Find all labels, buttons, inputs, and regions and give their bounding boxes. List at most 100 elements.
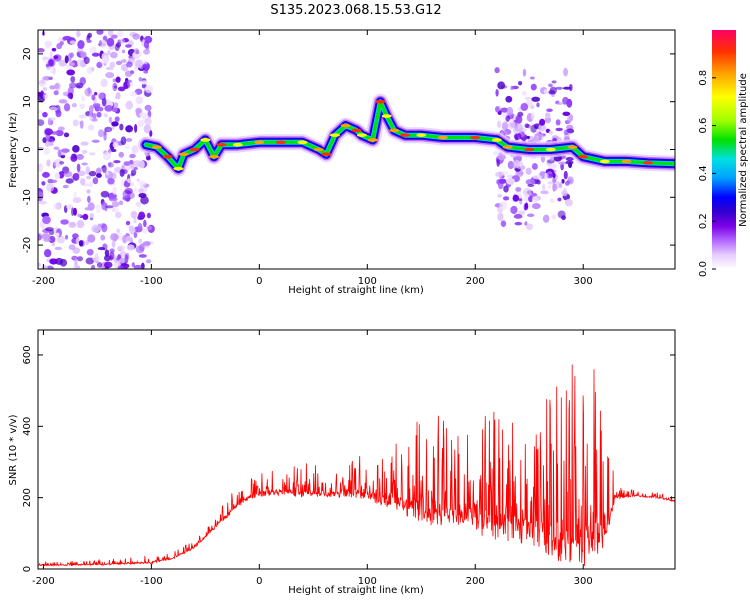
spectrogram-noise-blob (134, 59, 144, 69)
spectrogram-noise-blob (72, 247, 81, 254)
spectrogram-noise-blob (68, 221, 76, 229)
spectrogram-noise-blob (114, 116, 120, 122)
spectrogram-noise-blob (544, 112, 551, 119)
spectrogram-noise-blob (48, 179, 58, 184)
spectrogram-noise-blob (140, 196, 149, 205)
spectrogram-noise-blob (109, 61, 116, 68)
colorbar-tick-label: 0.0 (698, 261, 709, 277)
spectrogram-noise-blob (140, 80, 148, 85)
spectrogram-noise-blob (549, 86, 557, 95)
spectrogram-y-ticks: -20 -10 0 10 20 (22, 48, 675, 253)
spectrogram-noise-blob (138, 238, 143, 244)
spectrogram-noise-blob (124, 79, 132, 83)
spectrogram-noise-blob (130, 91, 137, 97)
spectrogram-noise-blob (89, 152, 96, 156)
spectrogram-noise-blob (125, 61, 133, 68)
spectrogram-noise-blob (92, 177, 99, 185)
spectrogram-noise-blob (107, 50, 111, 55)
spectrogram-noise-blob (142, 241, 151, 246)
spectrogram-noise-blob (499, 201, 508, 210)
spectrogram-noise-blob (38, 119, 45, 126)
spectrogram-noise-blob (87, 32, 93, 38)
spectrogram-noise-blob (118, 151, 125, 158)
spectrogram-noise-blob (101, 201, 107, 211)
spectrogram-noise-blob (122, 235, 128, 244)
spectrogram-noise-blob (91, 94, 96, 101)
spectrogram-noise-blob (117, 265, 125, 269)
spectrogram-noise-blob (526, 135, 530, 140)
spectrogram-noise-blob (129, 159, 134, 165)
spectrogram-noise-blob (506, 178, 515, 185)
spectrogram-noise-blob (541, 183, 546, 191)
spectrogram-noise-blob (524, 123, 530, 128)
spectrogram-noise-blob (522, 91, 527, 96)
spectrogram-noise-blob (112, 141, 119, 148)
spectrogram-noise-blob (76, 153, 84, 161)
spectrogram-noise-blob (60, 148, 70, 153)
spectrogram-noise-blob (144, 104, 152, 111)
spectrogram-noise-blob (558, 182, 563, 189)
spectrogram-noise-blob (81, 149, 88, 154)
spectrogram-noise-blob (500, 107, 509, 113)
spectrogram-noise-blob (527, 203, 532, 209)
spectrogram-noise-blob (507, 160, 515, 170)
spectrogram-noise-blob (112, 82, 118, 92)
spectrogram-noise-blob (530, 76, 535, 80)
spectrogram-noise-blob (555, 119, 561, 126)
spectrogram-noise-blob (38, 196, 43, 202)
spectrogram-noise-blob (115, 76, 121, 83)
spectrogram-noise-blob (543, 89, 548, 95)
spectrogram-noise-blob (125, 137, 133, 142)
spectrogram-x-tick-label: 200 (466, 276, 485, 287)
spectrogram-noise-blob (98, 40, 102, 47)
spectrogram-noise-blob (518, 210, 526, 215)
spectrogram-noise-blob (548, 130, 553, 135)
spectrogram-noise-blob (106, 128, 111, 132)
spectrogram-noise-blob (91, 52, 100, 57)
spectrogram-noise-blob (116, 228, 121, 234)
spectrogram-noise-blob (502, 196, 510, 201)
spectrogram-noise-blob (508, 121, 516, 130)
spectrogram-noise-blob (135, 96, 144, 105)
spectrogram-ridge-hotspot (416, 133, 427, 137)
spectrogram-noise-blob (53, 90, 59, 96)
spectrogram-noise-blob (70, 154, 78, 162)
spectrogram-noise-blob (112, 78, 117, 83)
spectrogram-noise-blob (116, 30, 124, 38)
spectrogram-noise-blob (88, 170, 97, 177)
spectrogram-noise-blob (79, 120, 84, 129)
spectrogram-plot-area (38, 30, 675, 269)
spectrogram-noise-blob (555, 127, 563, 132)
spectrogram-noise-blob (111, 107, 118, 113)
spectrogram-noise-blob (96, 62, 103, 69)
spectrogram-noise-blob (550, 198, 555, 203)
spectrogram-noise-blob (552, 172, 556, 179)
spectrogram-noise-blob (137, 188, 144, 194)
snr-y-tick-label: 600 (22, 345, 33, 364)
spectrogram-noise-blob (142, 64, 149, 69)
spectrogram-ridge-hotspot (173, 166, 184, 171)
spectrogram-noise-blob (132, 160, 142, 168)
spectrogram-noise-blob (510, 205, 518, 215)
spectrogram-noise-blob (138, 76, 143, 82)
spectrogram-noise-blob (518, 171, 524, 175)
spectrogram-noise-blob (86, 189, 91, 194)
spectrogram-noise-blob (109, 248, 115, 253)
spectrogram-noise-blob (70, 76, 76, 83)
spectrogram-noise-blob (46, 159, 51, 167)
colorbar-label: Normalized spectral amplitude (738, 73, 749, 227)
spectrogram-noise-blob (60, 219, 69, 225)
spectrogram-noise-blob (54, 83, 60, 89)
snr-y-tick-label: 400 (22, 417, 33, 436)
snr-panel: -200 -100 0 100 200 300 0 200 400 600 Height of … (8, 329, 676, 596)
spectrogram-noise-blob (522, 68, 527, 77)
spectrogram-noise-blob (124, 70, 133, 77)
spectrogram-noise-blob (503, 185, 509, 193)
spectrogram-noise-blob (96, 30, 104, 35)
spectrogram-noise-blob (80, 141, 89, 146)
spectrogram-noise-blob (112, 186, 117, 196)
spectrogram-noise-blob (38, 200, 47, 205)
spectrogram-noise-blob (76, 220, 85, 229)
spectrogram-noise-blob (111, 239, 116, 248)
spectrogram-noise-blob (496, 120, 502, 129)
